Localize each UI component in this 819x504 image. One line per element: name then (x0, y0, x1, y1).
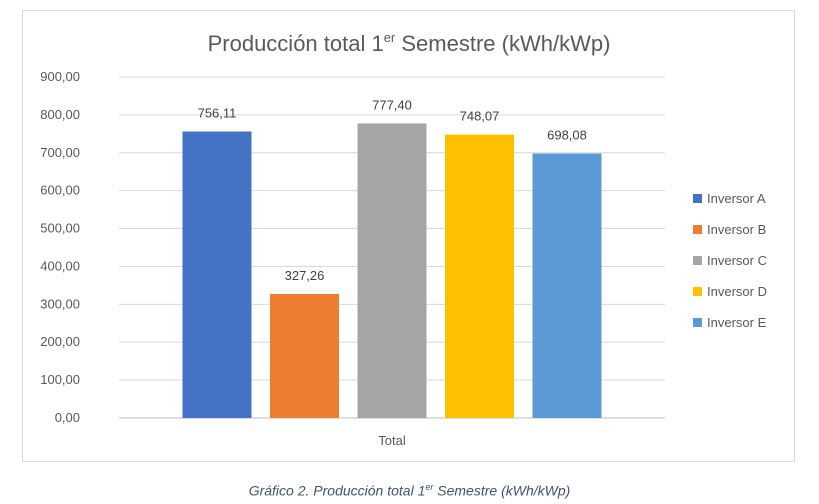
y-axis-ticks: 0,00 100,00 200,00 300,00 400,00 500,00 600,00… (40, 69, 80, 425)
y-tick-label: 0,00 (55, 410, 80, 425)
legend-item: Inversor D (693, 284, 767, 299)
y-tick-label: 200,00 (40, 334, 80, 349)
y-tick-label: 900,00 (40, 69, 80, 84)
bar-inversor-b (270, 294, 339, 418)
y-tick-label: 800,00 (40, 107, 80, 122)
bar-inversor-c (357, 123, 427, 418)
data-label: 698,08 (547, 128, 587, 143)
legend-label: Inversor C (707, 253, 767, 268)
legend: Inversor A Inversor B Inversor C Inversor D… (693, 191, 767, 330)
chart-frame: Producción total 1er Semestre (kWh/kWp) … (22, 10, 795, 462)
figure-caption: Gráfico 2. Producción total 1er Semestre… (0, 482, 819, 499)
bars (182, 123, 602, 419)
legend-swatch (693, 256, 702, 265)
data-labels: 756,11 327,26 777,40 748,07 698,08 (198, 97, 587, 283)
y-tick-label: 700,00 (40, 145, 80, 160)
bar-inversor-e (532, 153, 602, 418)
x-axis-categories: Total (378, 433, 406, 448)
y-tick-label: 100,00 (40, 372, 80, 387)
legend-swatch (693, 225, 702, 234)
legend-label: Inversor A (707, 191, 766, 206)
bar-chart: Producción total 1er Semestre (kWh/kWp) … (40, 30, 767, 448)
caption-prefix: Gráfico 2. Producción total 1 (248, 482, 426, 499)
y-tick-label: 500,00 (40, 221, 80, 236)
legend-item: Inversor E (693, 315, 767, 330)
legend-label: Inversor E (707, 315, 767, 330)
y-tick-label: 400,00 (40, 258, 80, 273)
legend-item: Inversor B (693, 222, 766, 237)
data-label: 748,07 (460, 109, 500, 124)
legend-swatch (693, 318, 702, 327)
bar-inversor-a (182, 131, 252, 419)
bar-inversor-d (445, 134, 514, 419)
data-label: 777,40 (372, 97, 412, 112)
legend-item: Inversor A (693, 191, 766, 206)
chart-title-sup: er (384, 30, 396, 45)
caption-sup: er (425, 482, 434, 492)
chart-title-suffix: Semestre (kWh/kWp) (395, 31, 610, 56)
legend-label: Inversor D (707, 284, 767, 299)
caption-suffix: Semestre (kWh/kWp) (433, 482, 571, 499)
chart-title-main: Producción total 1 (208, 31, 384, 56)
chart-title: Producción total 1er Semestre (kWh/kWp) (208, 30, 611, 56)
y-tick-label: 300,00 (40, 296, 80, 311)
x-category-label: Total (378, 433, 406, 448)
legend-item: Inversor C (693, 253, 767, 268)
y-tick-label: 600,00 (40, 183, 80, 198)
data-label: 327,26 (285, 268, 325, 283)
legend-label: Inversor B (707, 222, 766, 237)
legend-swatch (693, 287, 702, 296)
data-label: 756,11 (198, 106, 237, 121)
legend-swatch (693, 194, 702, 203)
